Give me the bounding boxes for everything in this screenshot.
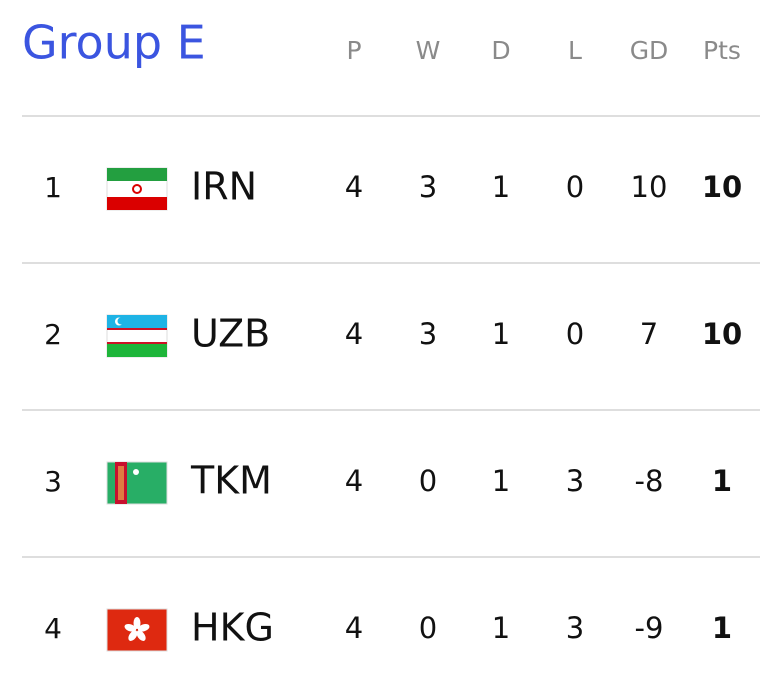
column-header: L (568, 36, 582, 65)
stat: 4 (345, 611, 363, 645)
points: 10 (702, 170, 742, 204)
flag-tkm (106, 461, 168, 505)
stat: -9 (635, 611, 664, 645)
team-name: IRN (191, 165, 257, 209)
stat: 1 (492, 317, 510, 351)
team-name: TKM (190, 459, 272, 503)
stat: 0 (566, 170, 584, 204)
flag-irn (106, 167, 168, 211)
stat: 1 (492, 464, 510, 498)
column-header: W (416, 36, 441, 65)
team-name: UZB (191, 312, 270, 356)
stat: 4 (345, 464, 363, 498)
rank: 1 (44, 171, 62, 204)
rank: 4 (44, 612, 62, 645)
stat: -8 (635, 464, 664, 498)
points: 1 (712, 464, 732, 498)
column-header: Pts (703, 36, 741, 65)
stat: 3 (566, 611, 584, 645)
rank: 2 (44, 318, 62, 351)
rank: 3 (44, 465, 62, 498)
points: 1 (712, 611, 732, 645)
stat: 3 (419, 170, 437, 204)
stat: 4 (345, 170, 363, 204)
points: 10 (702, 317, 742, 351)
flag-uzb (106, 314, 168, 358)
stat: 4 (345, 317, 363, 351)
stat: 0 (419, 464, 437, 498)
separators (22, 115, 760, 558)
stat: 0 (419, 611, 437, 645)
team-name: HKG (191, 606, 274, 650)
group-title: Group E (22, 16, 206, 70)
stat: 0 (566, 317, 584, 351)
column-header: GD (630, 36, 669, 65)
flag-hkg (106, 608, 168, 652)
column-header: P (346, 36, 361, 65)
stat: 10 (631, 170, 668, 204)
column-header: D (491, 36, 510, 65)
stat: 7 (640, 317, 658, 351)
stat: 3 (419, 317, 437, 351)
stat: 3 (566, 464, 584, 498)
stat: 1 (492, 611, 510, 645)
stat: 1 (492, 170, 510, 204)
